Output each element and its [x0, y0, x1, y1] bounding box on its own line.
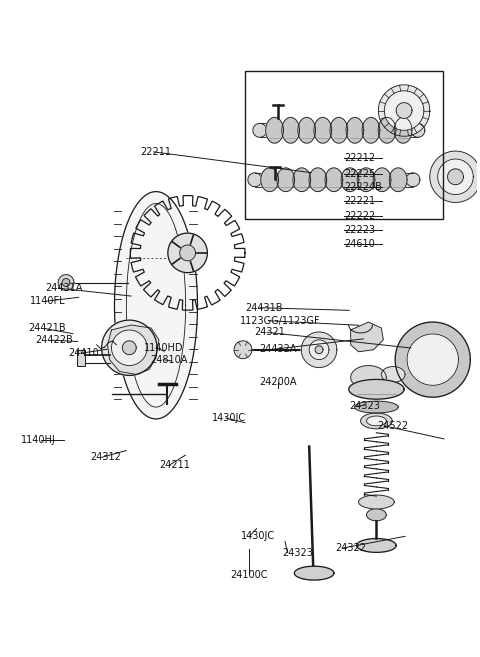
Polygon shape	[357, 539, 396, 553]
Text: 24432A: 24432A	[259, 344, 297, 354]
Text: 22212: 22212	[344, 153, 375, 164]
Polygon shape	[330, 118, 348, 143]
Polygon shape	[359, 495, 394, 509]
Polygon shape	[122, 341, 136, 355]
Polygon shape	[62, 279, 70, 286]
Text: 1123GG/1123GF: 1123GG/1123GF	[240, 316, 321, 326]
Polygon shape	[325, 168, 343, 192]
Polygon shape	[351, 322, 384, 351]
Polygon shape	[430, 151, 480, 202]
Polygon shape	[102, 320, 157, 375]
Text: 1430JC: 1430JC	[241, 532, 276, 541]
Polygon shape	[346, 118, 364, 143]
Polygon shape	[234, 341, 252, 359]
Polygon shape	[357, 168, 375, 192]
Polygon shape	[396, 102, 412, 118]
Text: 1140HD: 1140HD	[144, 343, 184, 353]
Polygon shape	[266, 118, 284, 143]
Text: 22221: 22221	[344, 196, 375, 206]
Text: 24810A: 24810A	[150, 355, 187, 365]
Polygon shape	[373, 168, 391, 192]
Polygon shape	[367, 509, 386, 521]
Polygon shape	[108, 325, 159, 374]
Polygon shape	[248, 173, 262, 187]
Polygon shape	[360, 413, 392, 429]
Polygon shape	[315, 346, 323, 353]
Text: 24100C: 24100C	[231, 570, 268, 580]
Polygon shape	[261, 168, 278, 192]
Polygon shape	[389, 168, 407, 192]
Text: 1140HJ: 1140HJ	[21, 435, 56, 445]
Polygon shape	[349, 379, 404, 399]
Text: 24323: 24323	[283, 547, 313, 558]
Polygon shape	[301, 332, 337, 367]
Polygon shape	[341, 168, 359, 192]
Text: 24200A: 24200A	[259, 376, 297, 387]
Text: 1140FL: 1140FL	[30, 296, 66, 306]
Polygon shape	[378, 85, 430, 136]
Text: 22222: 22222	[344, 210, 376, 221]
Polygon shape	[114, 192, 197, 419]
Text: 24322: 24322	[335, 543, 366, 553]
Polygon shape	[168, 233, 207, 273]
Polygon shape	[411, 124, 425, 137]
Text: 24431B: 24431B	[246, 303, 283, 313]
Text: 22223: 22223	[344, 225, 375, 235]
Polygon shape	[58, 275, 74, 290]
Text: 24211: 24211	[159, 460, 190, 470]
Polygon shape	[253, 124, 267, 137]
Bar	[77, 350, 85, 365]
Polygon shape	[294, 566, 334, 580]
Polygon shape	[309, 340, 329, 359]
Polygon shape	[111, 330, 147, 365]
Polygon shape	[298, 118, 316, 143]
Polygon shape	[180, 245, 195, 261]
Polygon shape	[314, 118, 332, 143]
Text: 24410: 24410	[68, 348, 99, 358]
Polygon shape	[395, 322, 470, 397]
Polygon shape	[282, 118, 300, 143]
Polygon shape	[438, 159, 473, 194]
Text: 24610: 24610	[344, 239, 375, 249]
Text: 24431A: 24431A	[46, 283, 83, 293]
Polygon shape	[381, 367, 405, 382]
Text: 24323: 24323	[349, 401, 380, 411]
Polygon shape	[362, 118, 380, 143]
Text: 24422B: 24422B	[35, 335, 73, 345]
Polygon shape	[378, 118, 396, 143]
Text: 24522: 24522	[378, 421, 408, 431]
Text: 24421B: 24421B	[28, 323, 66, 334]
Polygon shape	[406, 173, 420, 187]
Bar	[245, 71, 443, 219]
Text: 22211: 22211	[140, 147, 171, 157]
Text: 24321: 24321	[254, 327, 285, 338]
Polygon shape	[394, 118, 412, 143]
Polygon shape	[293, 168, 311, 192]
Polygon shape	[351, 365, 386, 390]
Text: 24312: 24312	[91, 452, 121, 462]
Polygon shape	[260, 124, 418, 137]
Polygon shape	[277, 168, 295, 192]
Polygon shape	[355, 401, 398, 413]
Text: 22224B: 22224B	[344, 182, 382, 192]
Polygon shape	[384, 91, 424, 130]
Polygon shape	[447, 169, 463, 185]
Polygon shape	[309, 168, 327, 192]
Polygon shape	[367, 416, 386, 426]
Text: 1430JC: 1430JC	[212, 413, 246, 423]
Text: 22225: 22225	[344, 169, 376, 179]
Polygon shape	[407, 334, 458, 386]
Polygon shape	[255, 173, 413, 187]
